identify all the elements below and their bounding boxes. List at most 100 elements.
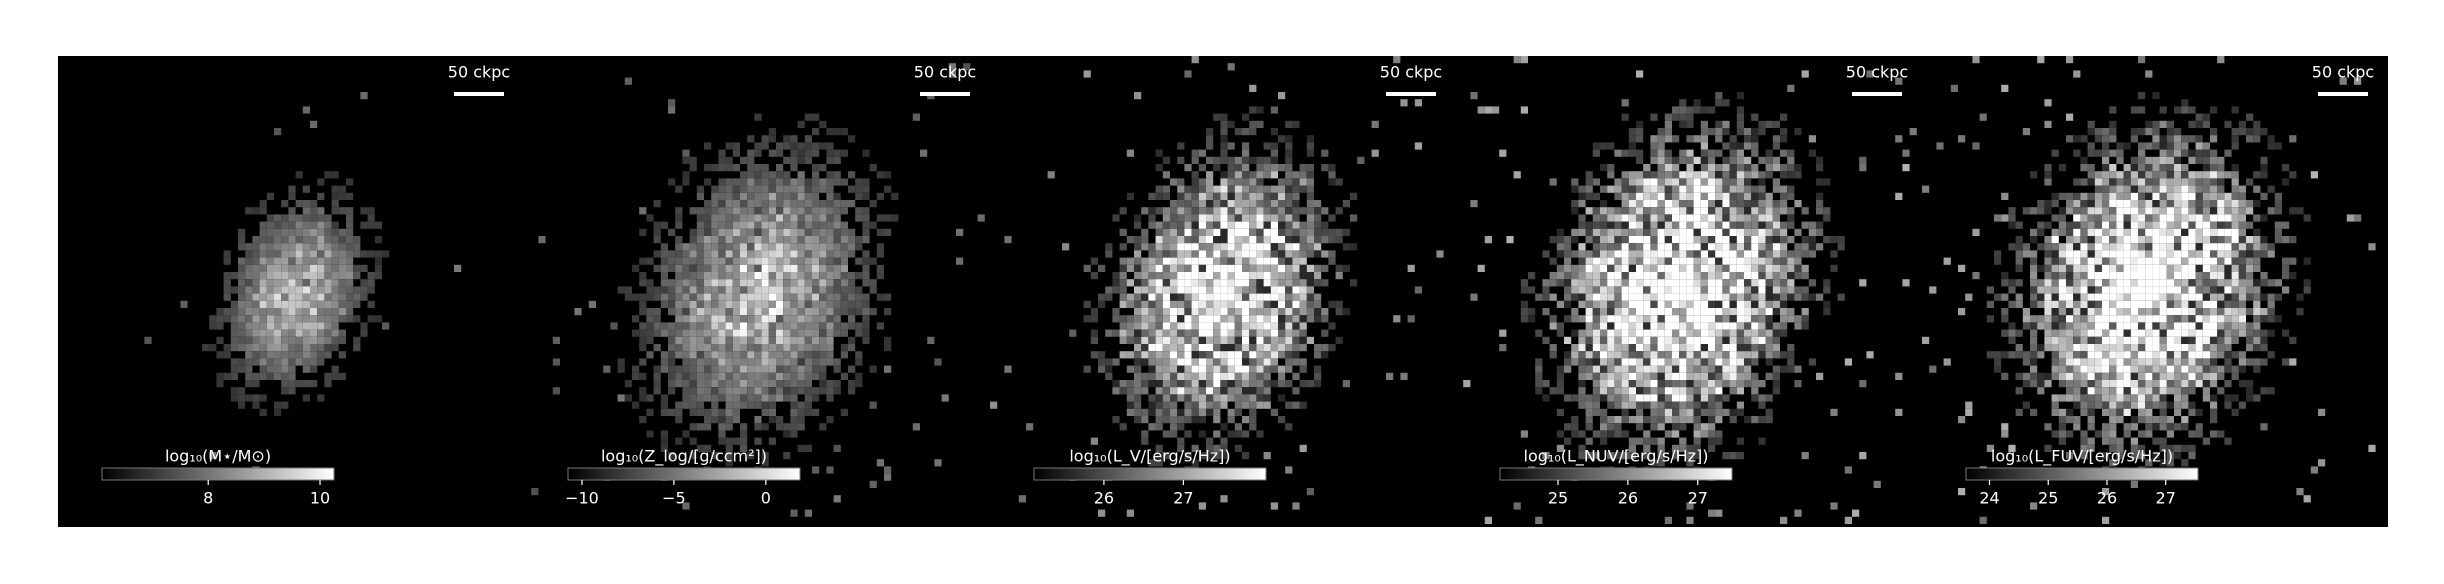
galaxy-pixel xyxy=(840,308,848,316)
galaxy-pixel xyxy=(2094,178,2102,186)
galaxy-pixel xyxy=(761,207,769,215)
galaxy-pixel xyxy=(624,394,632,402)
galaxy-pixel xyxy=(2116,185,2124,193)
galaxy-pixel xyxy=(754,221,762,229)
galaxy-pixel xyxy=(2231,308,2239,316)
galaxy-pixel xyxy=(2087,228,2095,236)
galaxy-pixel xyxy=(1657,272,1665,280)
galaxy-pixel xyxy=(768,344,776,352)
galaxy-pixel xyxy=(295,257,303,265)
galaxy-pixel xyxy=(617,286,625,294)
galaxy-pixel xyxy=(1643,430,1651,438)
galaxy-pixel xyxy=(725,459,733,467)
galaxy-pixel xyxy=(1592,322,1600,330)
galaxy-pixel xyxy=(2159,142,2167,150)
galaxy-pixel xyxy=(2224,207,2232,215)
galaxy-pixel xyxy=(1607,293,1615,301)
galaxy-pixel xyxy=(1198,401,1206,409)
galaxy-pixel xyxy=(682,279,690,287)
galaxy-pixel xyxy=(274,329,282,337)
galaxy-pixel xyxy=(1191,236,1199,244)
galaxy-pixel xyxy=(2246,286,2254,294)
galaxy-pixel xyxy=(310,300,318,308)
galaxy-pixel xyxy=(1126,236,1134,244)
galaxy-pixel xyxy=(281,257,289,265)
galaxy-pixel xyxy=(1162,380,1170,388)
galaxy-pixel xyxy=(1592,257,1600,265)
galaxy-pixel xyxy=(346,279,354,287)
galaxy-pixel xyxy=(2087,257,2095,265)
galaxy-pixel xyxy=(2030,315,2038,323)
galaxy-pixel xyxy=(1278,394,1286,402)
galaxy-pixel xyxy=(1535,372,1543,380)
galaxy-pixel xyxy=(1657,372,1665,380)
galaxy-pixel xyxy=(1744,164,1752,172)
galaxy-pixel xyxy=(812,293,820,301)
galaxy-pixel xyxy=(1206,286,1214,294)
galaxy-pixel xyxy=(1198,322,1206,330)
galaxy-pixel xyxy=(624,380,632,388)
galaxy-pixel xyxy=(1112,214,1120,222)
galaxy-pixel xyxy=(1650,387,1658,395)
galaxy-pixel xyxy=(1636,387,1644,395)
galaxy-pixel xyxy=(2224,200,2232,208)
galaxy-pixel xyxy=(1270,236,1278,244)
galaxy-pixel xyxy=(646,336,654,344)
galaxy-pixel xyxy=(1206,315,1214,323)
galaxy-pixel xyxy=(2217,164,2225,172)
galaxy-pixel xyxy=(2246,250,2254,258)
galaxy-pixel xyxy=(2109,308,2117,316)
galaxy-pixel xyxy=(2174,192,2182,200)
galaxy-pixel xyxy=(682,293,690,301)
galaxy-pixel xyxy=(2094,250,2102,258)
galaxy-pixel xyxy=(1571,279,1579,287)
galaxy-pixel xyxy=(2109,128,2117,136)
galaxy-pixel xyxy=(2008,336,2016,344)
galaxy-pixel xyxy=(833,243,841,251)
galaxy-pixel xyxy=(1162,365,1170,373)
galaxy-pixel xyxy=(783,214,791,222)
galaxy-pixel xyxy=(1700,264,1708,272)
galaxy-pixel xyxy=(1765,272,1773,280)
galaxy-pixel xyxy=(740,243,748,251)
galaxy-pixel xyxy=(675,293,683,301)
galaxy-pixel xyxy=(797,444,805,452)
colorbar-label: log₁₀(M⋆/M⊙) xyxy=(165,447,271,466)
galaxy-pixel xyxy=(2282,272,2290,280)
galaxy-pixel xyxy=(848,250,856,258)
galaxy-pixel xyxy=(840,272,848,280)
galaxy-pixel xyxy=(252,380,260,388)
galaxy-pixel xyxy=(1657,329,1665,337)
galaxy-pixel xyxy=(1162,293,1170,301)
galaxy-pixel xyxy=(1643,257,1651,265)
galaxy-pixel xyxy=(1206,178,1214,186)
galaxy-pixel xyxy=(833,272,841,280)
galaxy-pixel xyxy=(1220,243,1228,251)
galaxy-pixel xyxy=(1148,243,1156,251)
galaxy-pixel xyxy=(1664,293,1672,301)
galaxy-pixel xyxy=(1628,365,1636,373)
galaxy-pixel xyxy=(1693,279,1701,287)
galaxy-pixel xyxy=(252,272,260,280)
galaxy-pixel xyxy=(1607,329,1615,337)
galaxy-pixel xyxy=(1306,178,1314,186)
galaxy-pixel xyxy=(1650,264,1658,272)
galaxy-pixel xyxy=(855,257,863,265)
galaxy-pixel xyxy=(689,264,697,272)
galaxy-pixel xyxy=(2181,315,2189,323)
galaxy-pixel xyxy=(747,308,755,316)
galaxy-pixel xyxy=(1715,300,1723,308)
galaxy-pixel xyxy=(682,149,690,157)
galaxy-pixel xyxy=(912,423,920,431)
galaxy-pixel xyxy=(2123,329,2131,337)
galaxy-pixel xyxy=(1306,228,1314,236)
galaxy-pixel xyxy=(862,207,870,215)
galaxy-pixel xyxy=(754,178,762,186)
galaxy-pixel xyxy=(1528,272,1536,280)
galaxy-pixel xyxy=(2152,322,2160,330)
galaxy-pixel xyxy=(1679,329,1687,337)
galaxy-pixel xyxy=(2051,264,2059,272)
galaxy-pixel xyxy=(360,293,368,301)
galaxy-pixel xyxy=(1636,192,1644,200)
galaxy-pixel xyxy=(2260,243,2268,251)
